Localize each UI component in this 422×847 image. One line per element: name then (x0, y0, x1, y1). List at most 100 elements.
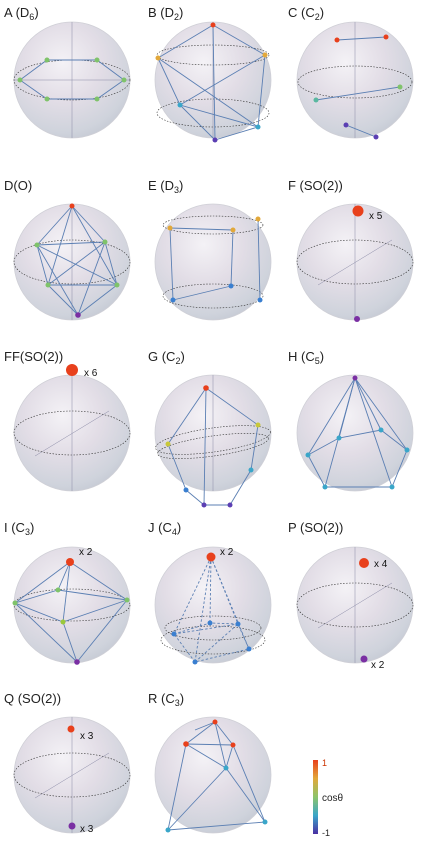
panel-d: D(O) (4, 178, 131, 321)
panel-j-title: J (C4) (148, 520, 181, 537)
panel-ff-multiplicity-label: x 6 (84, 368, 98, 379)
vertex (55, 587, 61, 593)
panel-r-sphere (154, 716, 272, 834)
vertex (74, 659, 80, 665)
vertex (45, 282, 51, 288)
vertex (322, 484, 328, 490)
vertex (248, 467, 254, 473)
vertex (383, 34, 389, 40)
panel-p-sphere (296, 546, 414, 664)
panel-ff-title: FF(SO(2)) (4, 349, 63, 364)
panel-i: I (C3) x 2 (4, 520, 131, 665)
vertex (167, 225, 173, 231)
panel-i-vertices (12, 558, 130, 665)
panel-a-vertices (17, 57, 127, 102)
panel-c-sphere (296, 21, 414, 139)
vertex (389, 484, 395, 490)
panel-a-sphere (13, 21, 131, 139)
vertex (255, 422, 261, 428)
panel-h-title: H (C5) (288, 349, 324, 366)
colorbar-max-label: 1 (322, 758, 327, 768)
vertex (171, 631, 177, 637)
panel-b-vertices (155, 22, 268, 143)
vertex (69, 203, 75, 209)
vertex (255, 124, 261, 130)
vertex (305, 452, 311, 458)
panel-j-multiplicity-label: x 2 (220, 547, 234, 558)
panel-a-title: A (D6) (4, 5, 39, 22)
vertex (227, 502, 233, 508)
panel-d-title: D(O) (4, 178, 32, 193)
panel-g-vertices (165, 385, 261, 508)
vertex-multiple (68, 822, 76, 830)
panel-q-sphere (13, 716, 131, 834)
vertex (255, 216, 261, 222)
vertex (94, 96, 100, 102)
vertex (235, 621, 241, 627)
vertex (183, 487, 189, 493)
panel-ff-sphere (13, 374, 131, 492)
panel-i-multiplicity-label: x 2 (79, 547, 93, 558)
vertex (262, 819, 268, 825)
vertex (44, 57, 50, 63)
vertex (177, 102, 183, 108)
panel-j-vertices (171, 552, 252, 665)
panel-c-title: C (C2) (288, 5, 324, 22)
vertex (201, 502, 207, 508)
vertex (165, 827, 171, 833)
vertex (378, 427, 384, 433)
panel-p-vertices (359, 558, 369, 663)
panel-q-bottom-multiplicity-label: x 3 (80, 824, 94, 835)
vertex (262, 52, 268, 58)
panel-j-edges (173, 556, 250, 663)
vertex-multiple (206, 552, 216, 562)
colorbar-min-label: -1 (322, 828, 330, 838)
vertex (397, 84, 403, 90)
panel-q-title: Q (SO(2)) (4, 691, 61, 706)
panel-f-sphere (296, 203, 414, 321)
vertex (230, 742, 236, 748)
vertex (352, 375, 358, 381)
colorbar-gradient (313, 760, 318, 834)
vertex (212, 137, 218, 143)
vertex (165, 441, 171, 447)
colorbar: 1 cosθ -1 (313, 758, 344, 838)
vertex (114, 282, 120, 288)
panel-q: Q (SO(2)) x 3 x 3 (4, 691, 131, 835)
vertex (343, 122, 349, 128)
vertex-multiple (359, 558, 369, 568)
panel-f-title: F (SO(2)) (288, 178, 343, 193)
vertex (210, 22, 216, 28)
vertex (354, 316, 360, 322)
panel-h-sphere (296, 374, 414, 492)
vertex (228, 283, 234, 289)
vertex (192, 659, 198, 665)
vertex (170, 297, 176, 303)
vertex (60, 619, 66, 625)
vertex (230, 227, 236, 233)
panel-f: F (SO(2)) x 5 (288, 178, 414, 322)
vertex-multiple (66, 364, 78, 376)
panel-e-title: E (D3) (148, 178, 183, 195)
panel-h-vertices (305, 375, 410, 490)
panel-r: R (C3) (148, 691, 272, 834)
panel-q-top-multiplicity-label: x 3 (80, 731, 94, 742)
panel-e: E (D3) (148, 178, 272, 321)
panel-r-title: R (C3) (148, 691, 184, 708)
panel-c-vertices (313, 34, 403, 140)
vertex (102, 239, 108, 245)
panel-f-multiplicity-label: x 5 (369, 211, 383, 222)
panel-j: J (C4) x 2 (148, 520, 272, 665)
panel-r-edges (167, 721, 266, 831)
vertex (404, 447, 410, 453)
vertex (257, 297, 263, 303)
vertex (121, 77, 127, 83)
vertex (75, 312, 81, 318)
vertex-multiple (67, 725, 75, 733)
vertex-multiple (66, 558, 74, 566)
panel-c: C (C2) (288, 5, 414, 140)
panel-b-edges (157, 24, 266, 141)
panel-e-vertices (167, 216, 263, 303)
panel-e-edges (169, 218, 261, 301)
